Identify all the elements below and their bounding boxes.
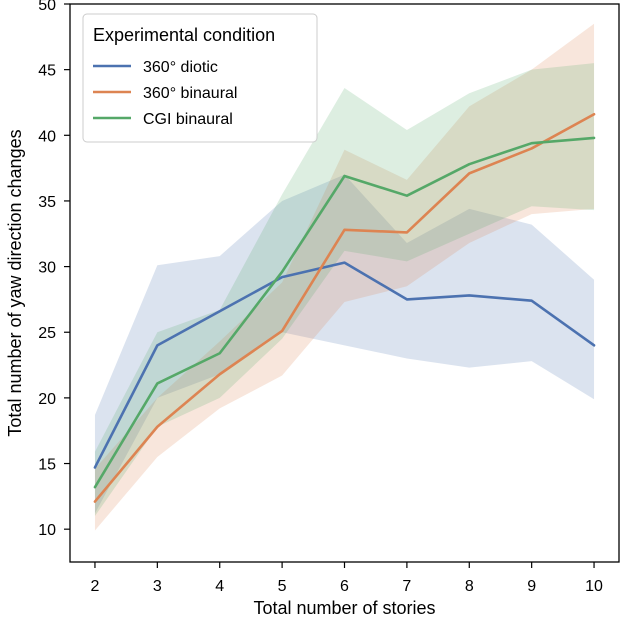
ci-band-360-diotic: [94, 174, 595, 514]
x-axis-ticks: 2 3 4 5 6 7 8 9 10: [91, 562, 603, 595]
legend-label-360-diotic: 360° diotic: [143, 59, 218, 76]
y-tick-label: 25: [38, 325, 56, 342]
y-tick-label: 45: [38, 63, 56, 80]
y-tick-label: 50: [38, 0, 56, 14]
x-tick-label: 2: [91, 578, 100, 595]
confidence-bands: [94, 23, 595, 531]
y-axis-ticks: 10 15 20 25 30 35 40 45 50: [38, 0, 70, 539]
x-tick-label: 10: [585, 578, 603, 595]
x-tick-label: 5: [278, 578, 287, 595]
y-tick-label: 15: [38, 457, 56, 474]
legend-box: [82, 13, 318, 143]
legend-label-360-binaural: 360° binaural: [143, 85, 237, 102]
x-axis-label: Total number of stories: [253, 598, 435, 618]
y-tick-label: 10: [38, 522, 56, 539]
x-tick-label: 6: [340, 578, 349, 595]
legend-title: Experimental condition: [93, 25, 275, 45]
x-tick-label: 9: [527, 578, 536, 595]
y-tick-label: 30: [38, 260, 56, 277]
y-tick-label: 20: [38, 391, 56, 408]
legend: Experimental condition 360° diotic 360° b…: [82, 13, 318, 143]
x-tick-label: 7: [402, 578, 411, 595]
ci-band-cgi-binaural: [94, 63, 595, 517]
y-tick-label: 35: [38, 194, 56, 211]
x-tick-label: 4: [215, 578, 224, 595]
legend-label-cgi-binaural: CGI binaural: [143, 111, 233, 128]
ci-band-360-binaural: [94, 23, 595, 531]
x-tick-label: 3: [153, 578, 162, 595]
series-lines: [93, 112, 596, 503]
x-tick-label: 8: [465, 578, 474, 595]
y-axis-label: Total number of yaw direction changes: [5, 129, 25, 436]
legend-items: 360° diotic 360° binaural CGI binaural: [93, 59, 237, 128]
y-tick-label: 40: [38, 128, 56, 145]
